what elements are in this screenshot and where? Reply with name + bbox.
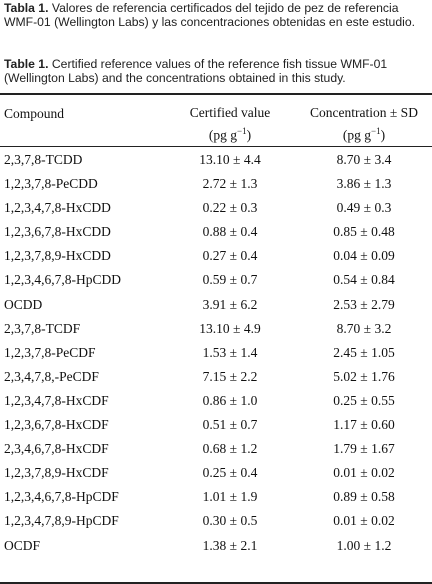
cell-certified-value: 3.91 ± 6.2 bbox=[202, 296, 258, 312]
table-row: 1,2,3,4,7,8,9-HpCDF 0.30 ± 0.5 0.01 ± 0.02 bbox=[0, 509, 432, 533]
cell-concentration: 1.79 ± 1.67 bbox=[333, 441, 395, 457]
cell-certified-value: 0.22 ± 0.3 bbox=[202, 200, 258, 216]
cell-certified-value: 0.51 ± 0.7 bbox=[202, 417, 258, 433]
cell-certified-value: 0.30 ± 0.5 bbox=[202, 513, 258, 529]
caption-spanish: Tabla 1. Valores de referencia certifica… bbox=[4, 1, 428, 29]
cell-compound: 2,3,4,6,7,8-HxCDF bbox=[4, 441, 109, 457]
cell-concentration: 1.00 ± 1.2 bbox=[336, 537, 392, 553]
cell-concentration: 0.89 ± 0.58 bbox=[333, 489, 395, 505]
table-body: 2,3,7,8-TCDD 13.10 ± 4.4 8.70 ± 3.4 1,2,3,7… bbox=[0, 148, 432, 558]
table-row: 1,2,3,6,7,8-HxCDF 0.51 ± 0.7 1.17 ± 0.60 bbox=[0, 413, 432, 437]
cell-compound: 1,2,3,4,7,8,9-HpCDF bbox=[4, 513, 119, 529]
caption-english-label: Table 1. bbox=[4, 57, 49, 71]
cell-compound: 2,3,7,8-TCDD bbox=[4, 152, 83, 167]
table-row: 2,3,4,7,8,-PeCDF 7.15 ± 2.2 5.02 ± 1.76 bbox=[0, 365, 432, 389]
cell-concentration: 1.17 ± 0.60 bbox=[333, 417, 395, 433]
table-bottom-rule bbox=[0, 582, 432, 584]
header-concentration-line1: Concentration ± SD bbox=[310, 105, 418, 120]
cell-concentration: 0.25 ± 0.55 bbox=[333, 392, 395, 408]
cell-compound: 2,3,4,7,8,-PeCDF bbox=[4, 368, 99, 384]
header-concentration: Concentration ± SD (pg g−1) bbox=[296, 103, 432, 145]
table-row: 2,3,7,8-TCDF 13.10 ± 4.9 8.70 ± 3.2 bbox=[0, 317, 432, 341]
cell-concentration: 0.04 ± 0.09 bbox=[333, 248, 395, 264]
header-concentration-unit-close: ) bbox=[380, 127, 386, 143]
table-row: OCDD 3.91 ± 6.2 2.53 ± 2.79 bbox=[0, 293, 432, 317]
cell-concentration: 8.70 ± 3.2 bbox=[336, 320, 392, 336]
caption-english-text: Certified reference values of the refere… bbox=[4, 57, 388, 85]
cell-certified-value: 0.86 ± 1.0 bbox=[202, 392, 258, 408]
cell-compound: 1,2,3,4,6,7,8-HpCDF bbox=[4, 489, 119, 505]
cell-concentration: 8.70 ± 3.4 bbox=[336, 152, 392, 167]
cell-compound: OCDD bbox=[4, 296, 43, 312]
cell-compound: 1,2,3,4,7,8-HxCDD bbox=[4, 200, 111, 216]
table-top-rule bbox=[0, 93, 432, 95]
cell-concentration: 3.86 ± 1.3 bbox=[336, 176, 392, 192]
cell-concentration: 0.85 ± 0.48 bbox=[333, 224, 395, 240]
table-row: 1,2,3,7,8-PeCDF 1.53 ± 1.4 2.45 ± 1.05 bbox=[0, 341, 432, 365]
header-certified-line1: Certified value bbox=[189, 105, 271, 120]
cell-compound: 1,2,3,7,8,9-HxCDF bbox=[4, 465, 109, 481]
cell-compound: 1,2,3,7,8-PeCDD bbox=[4, 176, 98, 192]
cell-certified-value: 1.01 ± 1.9 bbox=[202, 489, 258, 505]
header-certified-unit-close: ) bbox=[246, 127, 252, 143]
cell-compound: 1,2,3,4,6,7,8-HpCDD bbox=[4, 272, 121, 288]
header-certified-unit: (pg g−1) bbox=[155, 122, 305, 145]
cell-concentration: 0.54 ± 0.84 bbox=[333, 272, 395, 288]
cell-certified-value: 13.10 ± 4.9 bbox=[199, 320, 261, 336]
cell-certified-value: 0.25 ± 0.4 bbox=[202, 465, 258, 481]
cell-concentration: 0.01 ± 0.02 bbox=[333, 465, 395, 481]
cell-compound: 1,2,3,4,7,8-HxCDF bbox=[4, 392, 109, 408]
table-row: 1,2,3,4,6,7,8-HpCDD 0.59 ± 0.7 0.54 ± 0.84 bbox=[0, 268, 432, 292]
table-row: 1,2,3,4,7,8-HxCDD 0.22 ± 0.3 0.49 ± 0.3 bbox=[0, 196, 432, 220]
table-row: 1,2,3,4,7,8-HxCDF 0.86 ± 1.0 0.25 ± 0.55 bbox=[0, 389, 432, 413]
cell-certified-value: 0.59 ± 0.7 bbox=[202, 272, 258, 288]
cell-concentration: 2.45 ± 1.05 bbox=[333, 344, 395, 360]
header-certified-unit-exp: −1 bbox=[237, 126, 247, 136]
table-row: 2,3,4,6,7,8-HxCDF 0.68 ± 1.2 1.79 ± 1.67 bbox=[0, 437, 432, 461]
cell-certified-value: 7.15 ± 2.2 bbox=[202, 368, 258, 384]
table-row: OCDF 1.38 ± 2.1 1.00 ± 1.2 bbox=[0, 534, 432, 558]
header-certified-unit-base: (pg g bbox=[208, 127, 238, 143]
cell-certified-value: 1.53 ± 1.4 bbox=[202, 344, 258, 360]
table-header: Compound Certified value (pg g−1) Concen… bbox=[0, 98, 432, 144]
header-concentration-unit-exp: −1 bbox=[371, 126, 381, 136]
cell-compound: OCDF bbox=[4, 537, 41, 553]
table-row: 1,2,3,7,8-PeCDD 2.72 ± 1.3 3.86 ± 1.3 bbox=[0, 172, 432, 196]
cell-certified-value: 0.68 ± 1.2 bbox=[202, 441, 258, 457]
table-header-rule bbox=[0, 146, 432, 147]
cell-compound: 1,2,3,7,8-PeCDF bbox=[4, 344, 96, 360]
header-compound: Compound bbox=[4, 106, 65, 121]
cell-certified-value: 1.38 ± 2.1 bbox=[202, 537, 258, 553]
table-row: 1,2,3,6,7,8-HxCDD 0.88 ± 0.4 0.85 ± 0.48 bbox=[0, 220, 432, 244]
table-row: 1,2,3,7,8,9-HxCDF 0.25 ± 0.4 0.01 ± 0.02 bbox=[0, 461, 432, 485]
cell-compound: 1,2,3,7,8,9-HxCDD bbox=[4, 248, 111, 264]
table-row: 1,2,3,7,8,9-HxCDD 0.27 ± 0.4 0.04 ± 0.09 bbox=[0, 244, 432, 268]
cell-concentration: 2.53 ± 2.79 bbox=[333, 296, 395, 312]
cell-certified-value: 0.88 ± 0.4 bbox=[202, 224, 258, 240]
table-row: 1,2,3,4,6,7,8-HpCDF 1.01 ± 1.9 0.89 ± 0.58 bbox=[0, 485, 432, 509]
caption-english: Table 1. Certified reference values of t… bbox=[4, 57, 428, 85]
header-certified-value: Certified value (pg g−1) bbox=[155, 103, 305, 145]
cell-compound: 1,2,3,6,7,8-HxCDD bbox=[4, 224, 111, 240]
cell-compound: 1,2,3,6,7,8-HxCDF bbox=[4, 417, 109, 433]
caption-spanish-text: Valores de referencia certificados del t… bbox=[4, 1, 415, 29]
header-concentration-unit-base: (pg g bbox=[342, 127, 372, 143]
cell-compound: 2,3,7,8-TCDF bbox=[4, 320, 81, 336]
header-concentration-unit: (pg g−1) bbox=[296, 122, 432, 145]
cell-certified-value: 2.72 ± 1.3 bbox=[202, 176, 258, 192]
cell-concentration: 5.02 ± 1.76 bbox=[333, 368, 395, 384]
caption-spanish-label: Tabla 1. bbox=[4, 1, 49, 15]
cell-certified-value: 13.10 ± 4.4 bbox=[199, 152, 261, 167]
table-row: 2,3,7,8-TCDD 13.10 ± 4.4 8.70 ± 3.4 bbox=[0, 148, 432, 172]
cell-concentration: 0.49 ± 0.3 bbox=[336, 200, 392, 216]
cell-certified-value: 0.27 ± 0.4 bbox=[202, 248, 258, 264]
cell-concentration: 0.01 ± 0.02 bbox=[333, 513, 395, 529]
